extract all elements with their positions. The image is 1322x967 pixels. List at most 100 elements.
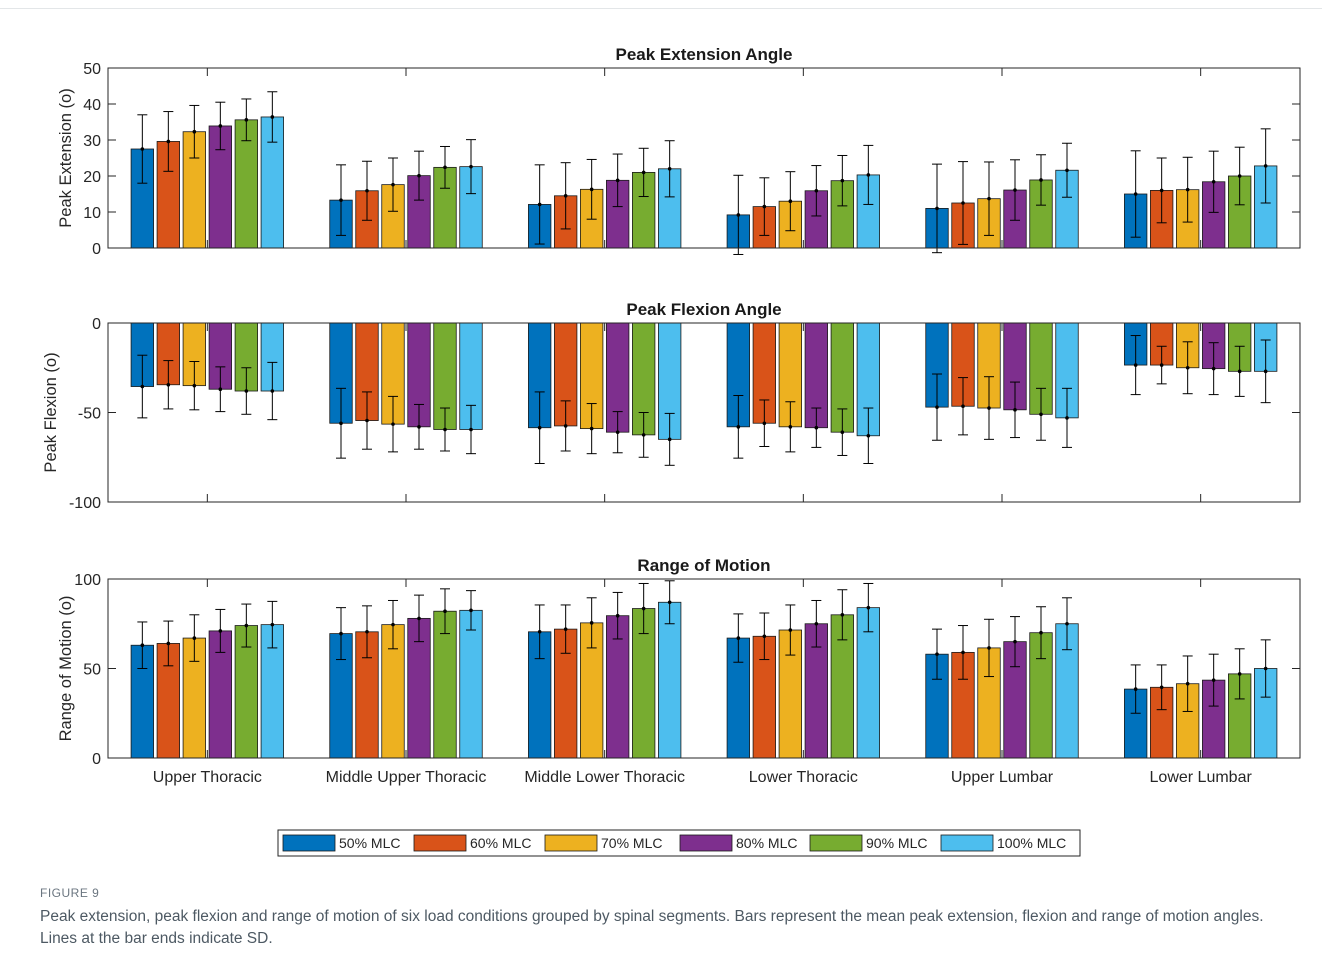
mean-marker (443, 427, 447, 432)
mean-marker (1133, 192, 1138, 196)
error-bar-upper-thoracic-50-mlc (137, 621, 148, 669)
error-bar-middle-lower-thoracic-70-mlc (586, 403, 597, 455)
mean-marker (417, 425, 421, 429)
error-bar-lower-thoracic-90-mlc (837, 154, 848, 207)
error-bar-upper-lumbar-80-mlc (1010, 381, 1020, 439)
error-bar-upper-lumbar-100-mlc (1062, 597, 1072, 651)
error-bar-middle-upper-thoracic-90-mlc (440, 588, 450, 635)
mean-marker (537, 202, 542, 207)
legend-entry-100-mlc: 100% MLC (940, 834, 1066, 852)
mean-marker (736, 213, 741, 217)
mean-marker (218, 387, 223, 392)
chart-panel-range-of-motion: Upper Thoracic Middle Upper Thoracic Middl… (57, 556, 1301, 786)
error-bar-upper-thoracic-60-mlc (163, 620, 174, 667)
x-tick-label-upper-thoracic: Upper Thoracic (153, 769, 262, 786)
mean-marker (987, 196, 991, 201)
error-bar-middle-upper-thoracic-50-mlc (336, 387, 346, 459)
error-bar-middle-lower-thoracic-50-mlc (534, 391, 545, 465)
error-bar-middle-upper-thoracic-100-mlc (466, 590, 476, 631)
mean-marker (1185, 681, 1190, 686)
error-bar-middle-lower-thoracic-70-mlc (586, 158, 597, 220)
chart-title: Peak Flexion Angle (626, 300, 781, 319)
error-bar-lower-thoracic-60-mlc (759, 177, 770, 236)
mean-marker (417, 173, 421, 178)
legend-swatch (544, 834, 598, 852)
mean-marker (762, 204, 767, 209)
mean-marker (270, 389, 275, 393)
error-bar-middle-lower-thoracic-60-mlc (560, 604, 571, 654)
error-bar-middle-lower-thoracic-80-mlc (612, 411, 623, 454)
error-bar-middle-upper-thoracic-60-mlc (362, 160, 372, 221)
y-tick-label: 10 (83, 205, 101, 222)
plot-area (108, 323, 1300, 502)
mean-marker (840, 613, 845, 617)
mean-marker (641, 433, 646, 437)
y-tick-label: 30 (83, 133, 101, 150)
mean-marker (615, 178, 620, 183)
mean-marker (814, 188, 819, 193)
error-bar-lower-lumbar-100-mlc (1260, 128, 1271, 204)
mean-marker (537, 425, 542, 430)
error-bar-lower-lumbar-60-mlc (1156, 157, 1167, 224)
mean-marker (192, 636, 197, 640)
mean-marker (140, 643, 145, 648)
error-bar-middle-lower-thoracic-50-mlc (534, 604, 545, 660)
error-bar-upper-thoracic-100-mlc (267, 361, 278, 421)
mean-marker (391, 422, 395, 426)
error-bar-lower-lumbar-70-mlc (1182, 156, 1193, 223)
error-bar-lower-thoracic-50-mlc (733, 174, 744, 255)
error-bar-lower-lumbar-70-mlc (1182, 341, 1193, 395)
mean-marker (443, 165, 447, 170)
bar-middle-lower-thoracic-100-mlc (658, 601, 682, 759)
legend-swatch (809, 834, 863, 852)
mean-marker (1065, 168, 1069, 173)
mean-marker (270, 622, 275, 627)
chart-title: Range of Motion (637, 556, 770, 575)
legend-label: 70% MLC (601, 835, 662, 851)
legend-swatch (679, 834, 733, 852)
error-bar-lower-thoracic-100-mlc (863, 407, 874, 465)
mean-marker (563, 194, 568, 198)
y-tick-label: -50 (78, 406, 101, 423)
mean-marker (469, 427, 473, 432)
y-axis-label: Peak Extension (o) (57, 88, 75, 227)
mean-marker (762, 634, 767, 639)
error-bar-upper-thoracic-60-mlc (163, 111, 174, 172)
error-bar-upper-lumbar-70-mlc (984, 376, 994, 440)
x-tick-label-lower-lumbar: Lower Lumbar (1150, 769, 1253, 786)
mean-marker (140, 147, 145, 151)
mean-marker (866, 173, 871, 177)
error-bar-middle-lower-thoracic-80-mlc (612, 153, 623, 208)
error-bar-upper-lumbar-60-mlc (958, 377, 968, 436)
error-bar-lower-thoracic-70-mlc (785, 604, 796, 656)
mean-marker (615, 430, 620, 434)
error-bar-upper-thoracic-80-mlc (215, 101, 226, 151)
error-bar-middle-upper-thoracic-80-mlc (414, 403, 424, 450)
chart-title: Peak Extension Angle (616, 45, 793, 64)
plot-area (108, 579, 1300, 758)
figure-canvas: 0 10 20 30 40 50 Peak Extension Angle Peak Exte… (42, 45, 1301, 857)
error-bar-middle-upper-thoracic-60-mlc (362, 605, 372, 659)
mean-marker (563, 424, 568, 428)
error-bar-lower-thoracic-100-mlc (863, 144, 874, 205)
error-bar-lower-thoracic-60-mlc (759, 399, 770, 448)
mean-marker (736, 425, 741, 429)
mean-marker (563, 627, 568, 631)
error-bar-lower-lumbar-90-mlc (1234, 146, 1245, 206)
legend-label: 60% MLC (470, 835, 531, 851)
error-bar-lower-thoracic-90-mlc (837, 408, 848, 456)
error-bar-upper-thoracic-70-mlc (189, 104, 200, 159)
legend-entry-80-mlc: 80% MLC (679, 834, 797, 852)
legend-entry-50-mlc: 50% MLC (282, 834, 400, 852)
error-bar-upper-thoracic-100-mlc (267, 91, 278, 143)
mean-marker (1237, 672, 1242, 676)
mean-marker (1133, 687, 1138, 691)
mean-marker (667, 167, 672, 171)
error-bar-lower-lumbar-100-mlc (1260, 639, 1271, 698)
top-rule (0, 8, 1322, 9)
error-bar-lower-thoracic-90-mlc (837, 589, 848, 641)
error-bar-middle-lower-thoracic-90-mlc (638, 582, 649, 635)
error-bar-middle-lower-thoracic-90-mlc (638, 412, 649, 458)
mean-marker (1065, 416, 1069, 420)
mean-marker (339, 421, 343, 426)
